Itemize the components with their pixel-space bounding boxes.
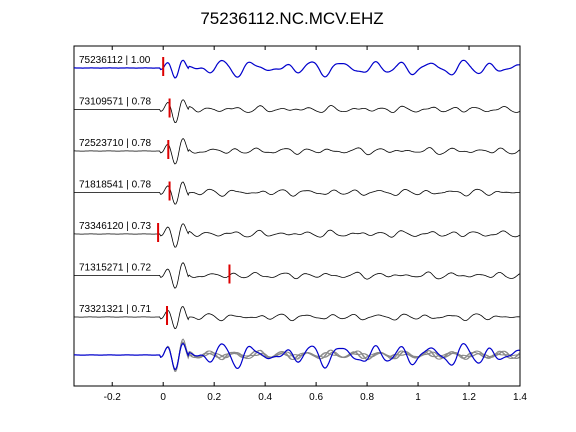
trace-line xyxy=(73,306,520,330)
trace-row-73321321: 73321321 | 0.71 xyxy=(73,304,520,330)
trace-row-73109571: 73109571 | 0.78 xyxy=(74,97,520,123)
x-tick-label: 0.8 xyxy=(360,392,374,403)
trace-label: 71315271 | 0.72 xyxy=(79,263,152,274)
trace-line xyxy=(74,99,520,123)
x-tick-label: -0.2 xyxy=(104,392,122,403)
traces-layer: 75236112 | 1.00 73109571 | 0.78 72523710 |… xyxy=(73,55,520,330)
x-tick-label: 0.6 xyxy=(309,392,323,403)
trace-row-71818541: 71818541 | 0.78 xyxy=(74,180,520,205)
trace-row-75236112: 75236112 | 1.00 xyxy=(74,55,520,79)
trace-line xyxy=(74,181,520,205)
x-tick-label: 1 xyxy=(415,392,421,403)
trace-row-71315271: 71315271 | 0.72 xyxy=(73,262,520,289)
x-tick-label: 0.4 xyxy=(258,392,272,403)
trace-label: 73321321 | 0.71 xyxy=(79,304,152,315)
x-tick-label: 1.4 xyxy=(513,392,527,403)
x-tick-label: 0 xyxy=(160,392,166,403)
trace-row-73346120: 73346120 | 0.73 xyxy=(74,221,520,248)
trace-label: 75236112 | 1.00 xyxy=(79,55,151,66)
x-tick-label: 0.2 xyxy=(207,392,221,403)
trace-label: 71818541 | 0.78 xyxy=(79,180,152,191)
trace-row-72523710: 72523710 | 0.78 xyxy=(74,137,520,165)
x-axis: -0.2 0 0.2 0.4 0.6 0.8 1 1.2 1.4 xyxy=(104,46,527,403)
trace-label: 72523710 | 0.78 xyxy=(79,138,152,149)
trace-line xyxy=(74,59,520,79)
trace-label: 73346120 | 0.73 xyxy=(79,221,152,232)
stack-reference-trace xyxy=(74,342,520,371)
trace-label: 73109571 | 0.78 xyxy=(79,97,152,108)
stack-overlay xyxy=(74,338,520,372)
chart-title: 75236112.NC.MCV.EHZ xyxy=(200,9,383,28)
trace-line xyxy=(74,137,520,165)
x-tick-label: 1.2 xyxy=(462,392,476,403)
trace-line xyxy=(74,223,520,248)
axes-box xyxy=(73,45,521,387)
trace-line xyxy=(73,262,520,289)
